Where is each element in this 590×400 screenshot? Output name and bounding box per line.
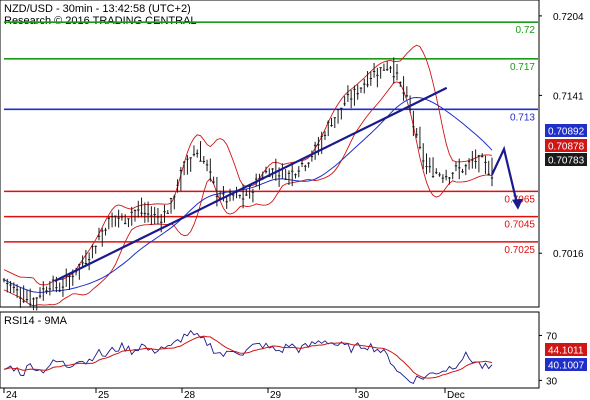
rsi-tick-label: 30 [546, 376, 558, 387]
x-tick-label: 30 [358, 390, 370, 400]
price-badge-label: 0.70878 [548, 142, 585, 153]
bollinger-lower-band [3, 81, 493, 307]
level-label: 0.7045 [504, 220, 535, 231]
x-tick-label: Dec [447, 390, 465, 400]
y-tick-label: 0.7204 [553, 12, 584, 23]
chart-title: NZD/USD - 30min - 13:42:58 (UTC+2) [4, 3, 191, 15]
moving-average-line [3, 96, 493, 293]
price-badge-label: 0.70892 [548, 127, 585, 138]
uptrend-line [54, 86, 448, 282]
price-badge [545, 124, 587, 137]
price-axis: 0.7204 0.7141 0.7016 [539, 12, 584, 260]
forecast-path [491, 145, 520, 209]
rsi-badge [545, 358, 587, 371]
price-badge [545, 139, 587, 152]
rsi-badge-label: 44.1011 [548, 346, 584, 357]
price-badges: 0.70892 0.70878 0.70783 [545, 124, 587, 167]
price-badge-label: 0.70783 [548, 156, 585, 167]
price-panel-frame [0, 0, 540, 308]
price-badge [545, 153, 587, 166]
rsi-tick-label: 70 [546, 331, 558, 342]
trendlines [54, 86, 523, 282]
x-tick-label: 25 [98, 390, 110, 400]
level-label: 0.713 [510, 112, 535, 123]
candles [2, 57, 494, 311]
forecast-arrow-icon [512, 198, 523, 210]
rsi-badge-label: 40.1007 [548, 361, 585, 372]
x-tick-label: 24 [6, 390, 18, 400]
level-label: 0.717 [510, 62, 535, 73]
chart-subtitle: Research © 2016 TRADING CENTRAL [4, 15, 197, 27]
rsi-title: RSI14 - 9MA [4, 315, 68, 327]
level-label: 0.7025 [504, 245, 535, 256]
rsi-badge [545, 343, 587, 356]
x-tick-label: 28 [184, 390, 196, 400]
y-tick-label: 0.7016 [553, 249, 584, 260]
rsi-panel-frame [0, 311, 540, 389]
level-label: 0.72 [516, 25, 536, 36]
rsi-series: 70 30 44.1011 40.1007 [3, 329, 587, 387]
date-axis: 24 25 28 29 30 Dec [3, 388, 465, 400]
rsi-ma-line [3, 335, 493, 379]
y-tick-label: 0.7141 [553, 91, 584, 102]
x-tick-label: 29 [270, 390, 282, 400]
